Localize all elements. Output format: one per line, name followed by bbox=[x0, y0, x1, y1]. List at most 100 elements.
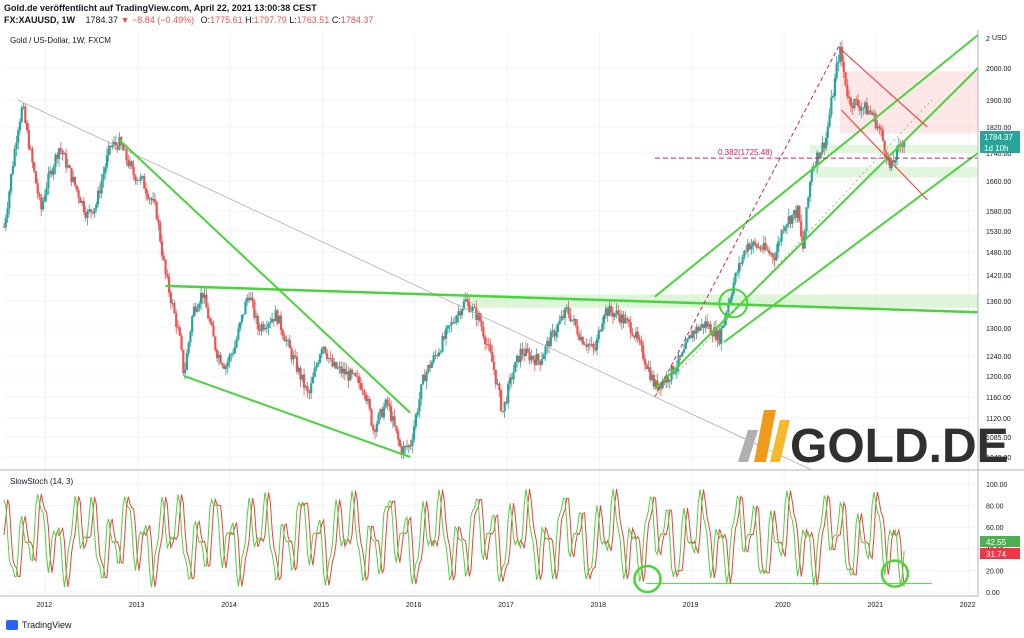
breakout-circle bbox=[718, 288, 749, 319]
candle-down bbox=[636, 331, 639, 340]
candle-up bbox=[112, 142, 116, 146]
candle-down bbox=[350, 369, 354, 374]
candle-up bbox=[684, 341, 687, 350]
candle-up bbox=[810, 169, 813, 183]
candle-up bbox=[152, 199, 155, 201]
candle-down bbox=[531, 355, 535, 360]
candle-up bbox=[895, 146, 899, 161]
candle-up bbox=[572, 318, 576, 320]
x-tick-label: 2020 bbox=[775, 602, 791, 609]
stoch-d-badge: 31.74 bbox=[980, 548, 1020, 559]
candle-up bbox=[833, 78, 837, 96]
candle-down bbox=[849, 98, 852, 106]
candle-down bbox=[178, 327, 181, 336]
candle-up bbox=[723, 317, 726, 326]
candle-down bbox=[491, 351, 494, 363]
candle-up bbox=[587, 344, 590, 347]
candle-down bbox=[207, 307, 210, 319]
candle-down bbox=[539, 360, 542, 365]
candle-down bbox=[389, 406, 393, 421]
candle-up bbox=[757, 246, 760, 248]
y-tick-label: 1160.00 bbox=[986, 395, 1011, 402]
candle-down bbox=[618, 315, 622, 323]
candle-down bbox=[881, 129, 884, 141]
candle-down bbox=[143, 175, 146, 189]
candle-up bbox=[304, 386, 307, 388]
x-tick-label: 2015 bbox=[314, 602, 330, 609]
candle-up bbox=[613, 313, 616, 317]
candle-down bbox=[526, 348, 529, 352]
candle-up bbox=[698, 327, 702, 331]
candle-down bbox=[334, 361, 338, 369]
candle-down bbox=[160, 241, 164, 256]
candle-down bbox=[617, 310, 620, 316]
candle-up bbox=[235, 339, 238, 348]
candle-down bbox=[583, 344, 586, 345]
symbol-line: FX:XAUUSD, 1W 1784.37 ▼ −8.84 (−0.49%) O… bbox=[4, 15, 373, 25]
candle-down bbox=[423, 374, 426, 382]
stoch-d-line bbox=[3, 488, 905, 588]
candle-up bbox=[590, 343, 593, 346]
candle-up bbox=[821, 142, 824, 153]
candle-up bbox=[862, 107, 865, 109]
candle-up bbox=[17, 130, 20, 143]
uptrend-channel-lower bbox=[723, 152, 979, 343]
axes: 2000.00 1900.00 1820.00 1740.00 1660.00 1580.… bbox=[0, 30, 1024, 609]
candle-up bbox=[320, 348, 323, 355]
candle-down bbox=[169, 292, 172, 304]
candle-up bbox=[237, 328, 240, 340]
candle-down bbox=[340, 366, 343, 374]
candle-up bbox=[136, 180, 139, 181]
candle-up bbox=[224, 366, 228, 369]
publish-line: Gold.de veröffentlicht auf TradingView.c… bbox=[4, 3, 317, 13]
horizontal-resistance-line bbox=[165, 284, 979, 314]
candle-down bbox=[484, 336, 487, 345]
candle-up bbox=[338, 366, 341, 368]
candle-down bbox=[879, 128, 883, 130]
candle-down bbox=[755, 244, 758, 248]
candle-up bbox=[379, 409, 382, 414]
candle-up bbox=[240, 315, 244, 323]
candle-up bbox=[602, 315, 606, 324]
candle-up bbox=[430, 362, 433, 368]
candle-up bbox=[450, 321, 453, 326]
candle-down bbox=[482, 326, 485, 337]
stoch-low-circle bbox=[880, 559, 910, 588]
candle-down bbox=[347, 371, 350, 381]
candle-up bbox=[807, 197, 810, 208]
low-label: L: bbox=[289, 15, 297, 25]
candle-up bbox=[66, 165, 70, 168]
candle-down bbox=[247, 297, 251, 300]
candle-up bbox=[345, 371, 348, 375]
candle-up bbox=[439, 351, 442, 353]
candle-up bbox=[830, 97, 833, 115]
x-tick-label: 2019 bbox=[683, 602, 699, 609]
candle-down bbox=[537, 354, 540, 361]
candle-up bbox=[342, 368, 345, 374]
x-tick-label: 2013 bbox=[129, 602, 145, 609]
candle-down bbox=[50, 170, 54, 175]
candle-up bbox=[185, 353, 188, 370]
candle-down bbox=[798, 205, 801, 222]
candle-down bbox=[697, 326, 700, 331]
trendline-drawings[interactable] bbox=[17, 34, 979, 471]
candle-up bbox=[530, 355, 533, 361]
candle-down bbox=[858, 105, 861, 111]
candle-down bbox=[856, 100, 860, 106]
candle-up bbox=[47, 173, 50, 189]
candle-down bbox=[773, 257, 776, 261]
candle-down bbox=[363, 390, 366, 395]
tradingview-footer[interactable]: TradingView bbox=[6, 620, 72, 630]
watermark-text: GOLD.DE bbox=[790, 420, 1009, 473]
y-tick-label: 1300.00 bbox=[986, 326, 1011, 333]
candle-down bbox=[356, 375, 359, 377]
candle-up bbox=[88, 209, 91, 212]
candle-up bbox=[824, 138, 828, 149]
candle-up bbox=[713, 327, 716, 337]
candle-down bbox=[705, 321, 709, 327]
candle-up bbox=[816, 152, 819, 167]
candle-up bbox=[285, 339, 288, 342]
candle-down bbox=[768, 250, 771, 254]
candle-up bbox=[512, 372, 515, 380]
